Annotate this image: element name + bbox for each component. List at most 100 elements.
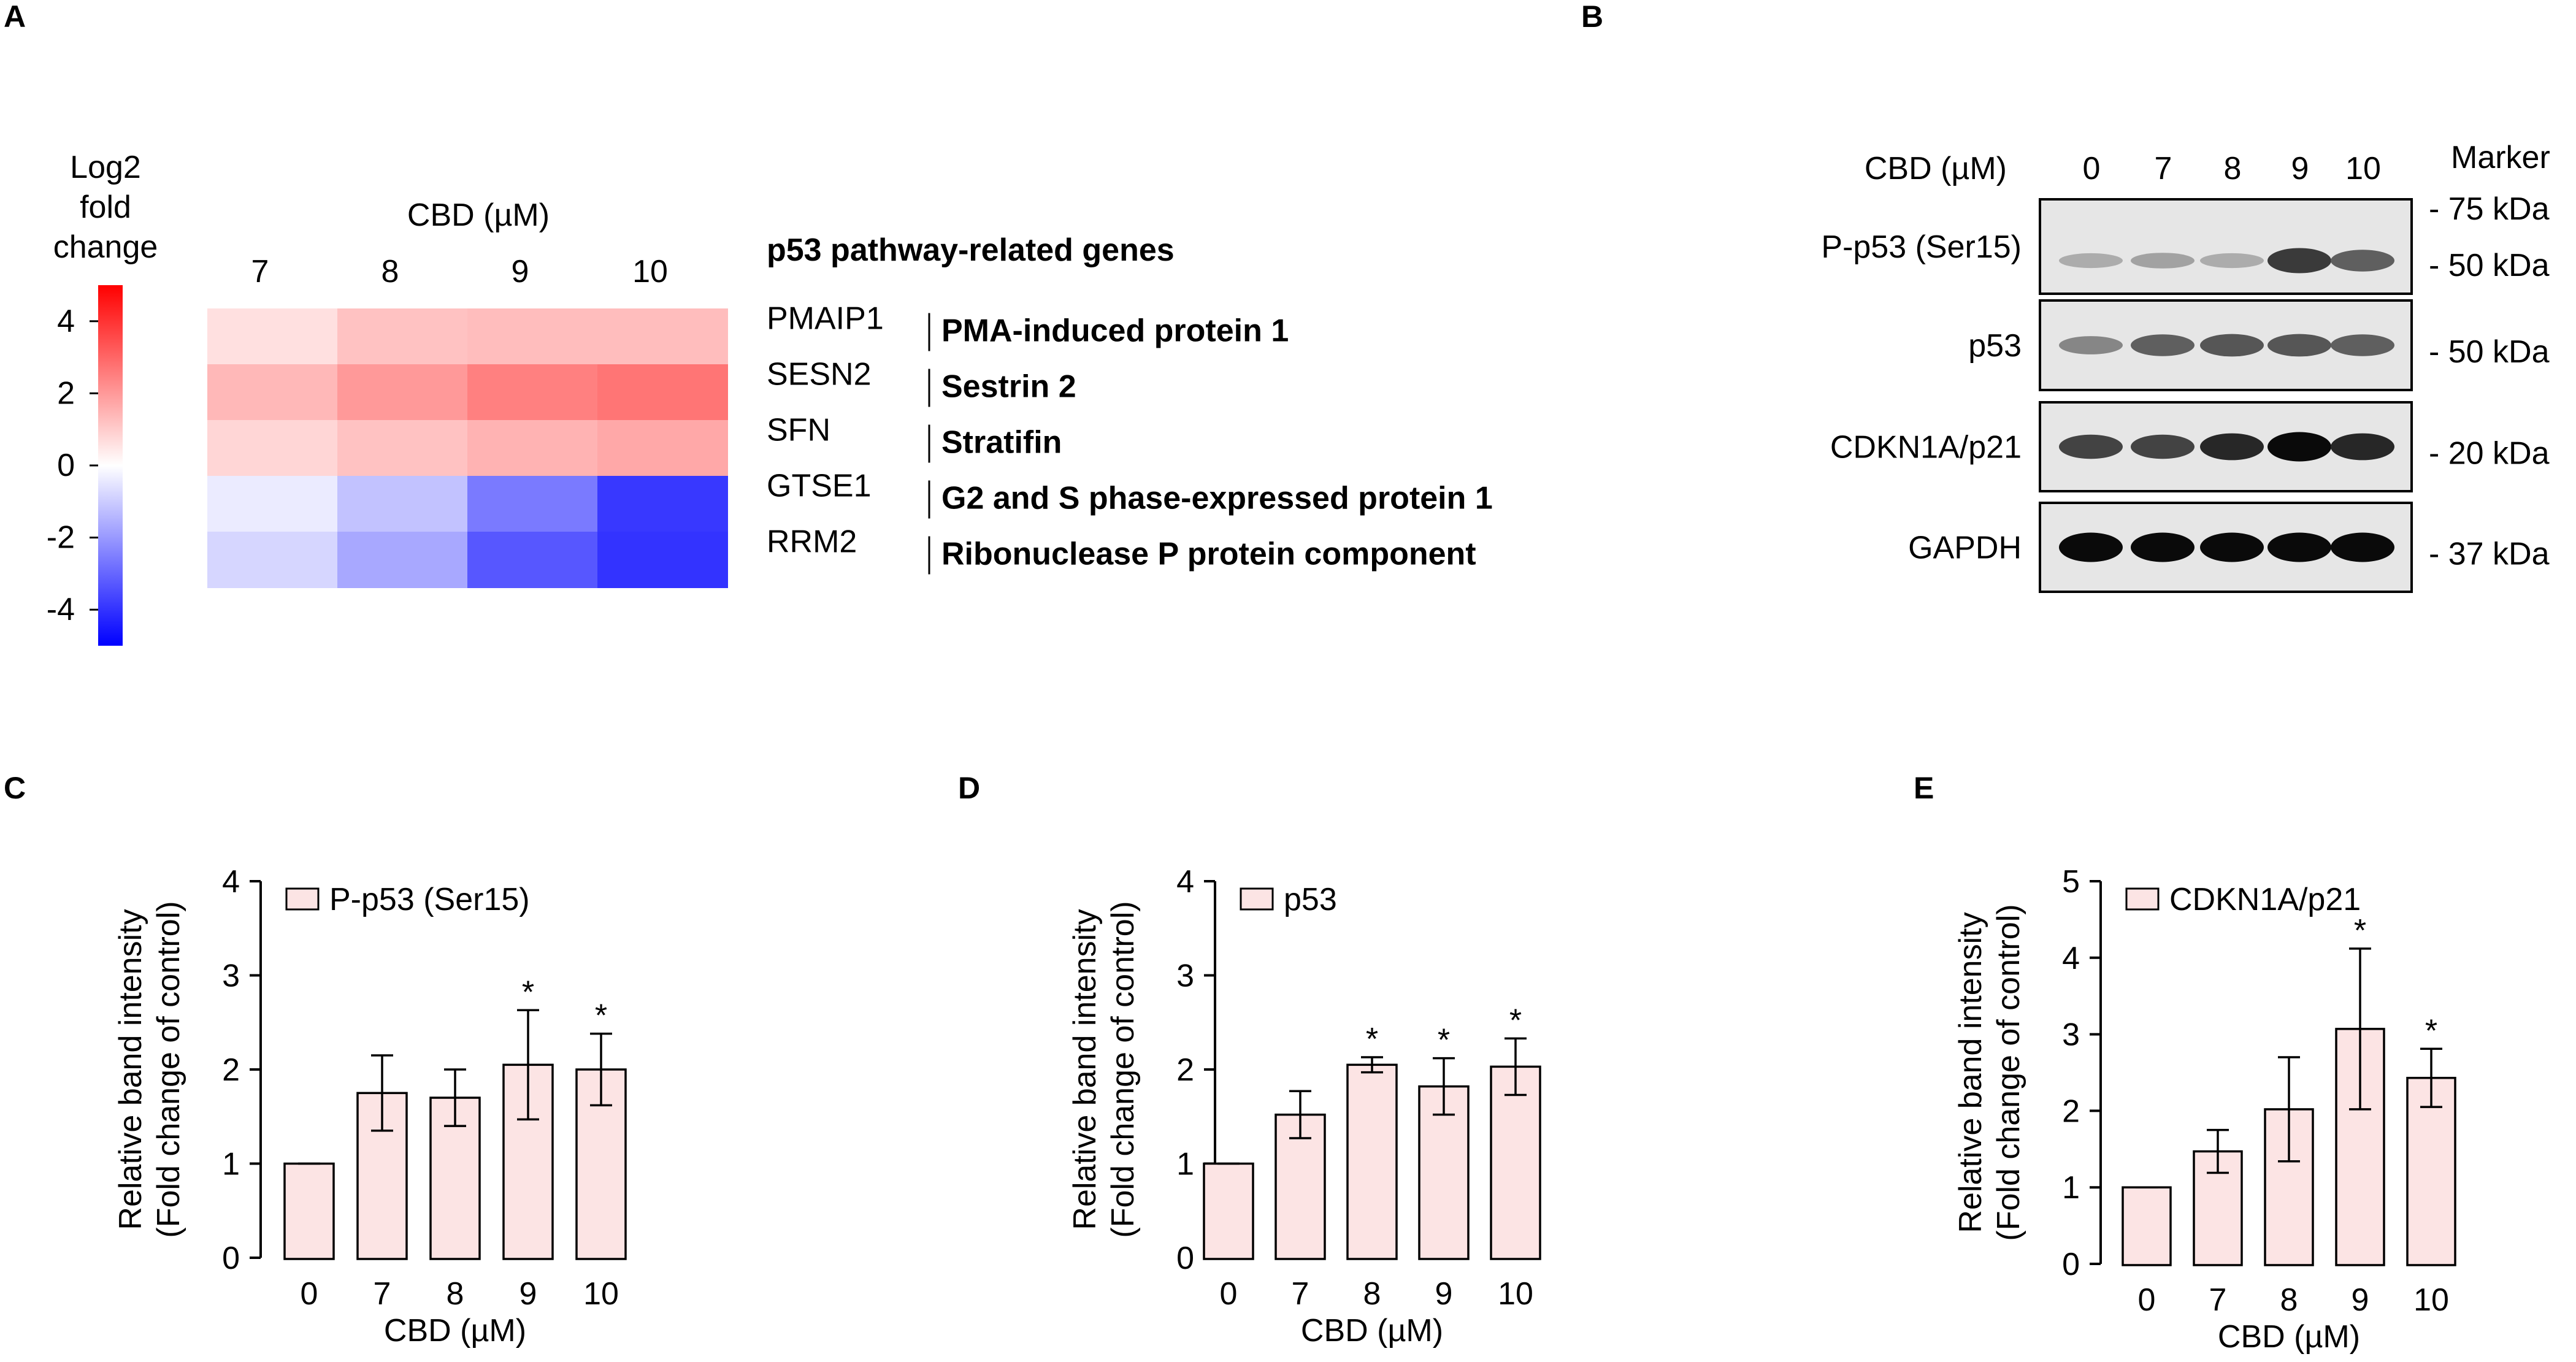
blot-band xyxy=(2331,433,2394,461)
gene-symbol: PMAIP1 xyxy=(767,301,884,337)
y-axis-label: Relative band intensity (Fold change of c… xyxy=(1067,901,1141,1238)
bar xyxy=(1490,1065,1541,1260)
y-tick-label: 0 xyxy=(222,1241,240,1276)
legend-label: CDKN1A/p21 xyxy=(2169,882,2361,917)
colorbar xyxy=(98,285,123,646)
marker-size-label: - 50 kDa xyxy=(2429,334,2550,370)
x-tick-label: 9 xyxy=(2352,1282,2369,1318)
heatmap-cell xyxy=(467,308,598,365)
blot-frame xyxy=(2039,198,2413,295)
heatmap-panel: Log2 fold change 420-2-4 CBD (µM) 7 8 9 10 … xyxy=(47,150,1493,646)
legend-swatch xyxy=(1240,887,1274,911)
x-axis-label: CBD (µM) xyxy=(1301,1313,1443,1349)
heatmap-cells xyxy=(207,308,728,588)
colorbar-ticks: 4 2 0 -2 -4 xyxy=(47,304,98,627)
marker-size-label: - 37 kDa xyxy=(2429,537,2550,572)
x-tick-label: 7 xyxy=(374,1276,391,1312)
blots: P-p53 (Ser15) - 75 kDa - 50 kDa p53 - 50 kDa… xyxy=(1821,191,2550,593)
blot-band xyxy=(2059,434,2123,459)
blot-band xyxy=(2131,334,2195,356)
blot-strip: P-p53 (Ser15) - 75 kDa - 50 kDa xyxy=(1821,191,2550,295)
heatmap-cell xyxy=(467,420,598,476)
heatmap-cell xyxy=(597,364,728,421)
gene-symbol: SESN2 xyxy=(767,357,872,392)
colorbar-tick-label: 4 xyxy=(57,304,75,339)
lane-label: 9 xyxy=(2291,151,2309,186)
legend-label: P-p53 (Ser15) xyxy=(329,882,530,917)
bar xyxy=(1203,1162,1254,1260)
y-tick-label: 0 xyxy=(1176,1241,1194,1276)
significance-marker: * xyxy=(1366,1022,1378,1057)
colorbar-title-2: fold xyxy=(80,189,131,225)
lane-label: 10 xyxy=(2345,151,2381,186)
blot-band xyxy=(2331,532,2394,562)
gene-name: Sestrin 2 xyxy=(941,369,1076,405)
gene-name: G2 and S phase-expressed protein 1 xyxy=(941,481,1493,516)
x-tick-label: 10 xyxy=(1498,1276,1533,1312)
x-tick-label: 0 xyxy=(1220,1276,1238,1312)
blot-label: p53 xyxy=(1968,328,2022,364)
bar xyxy=(2122,1186,2172,1266)
blot-band xyxy=(2131,532,2195,562)
marker-size-label: - 75 kDa xyxy=(2429,191,2550,227)
blot-strip: GAPDH - 37 kDa xyxy=(1908,502,2550,593)
heatmap-cell xyxy=(467,532,598,588)
colorbar-title-3: change xyxy=(53,229,158,265)
y-axis-label: Relative band intensity (Fold change of c… xyxy=(1953,904,2026,1241)
y-tick-label: 5 xyxy=(2062,864,2080,900)
blot-label: GAPDH xyxy=(1908,530,2022,566)
heatmap-gene-labels: PMAIP1 PMA-induced protein 1 SESN2 Sestrin … xyxy=(767,301,1493,575)
y-tick-label: 4 xyxy=(1176,864,1194,900)
y-axis-label-line-2: (Fold change of control) xyxy=(151,901,186,1238)
blot-band xyxy=(2331,250,2394,272)
bar-chart-e: Relative band intensity (Fold change of c… xyxy=(1953,864,2456,1355)
y-tick-label: 4 xyxy=(222,864,240,900)
significance-marker: * xyxy=(2354,913,2366,949)
x-tick-label: 10 xyxy=(583,1276,619,1312)
y-tick-label: 3 xyxy=(1176,958,1194,994)
genes-header: p53 pathway-related genes xyxy=(767,232,1175,268)
heatmap-title: CBD (µM) xyxy=(407,197,550,233)
heatmap-cell xyxy=(337,308,468,365)
heatmap-column-labels: 7 8 9 10 xyxy=(251,254,668,289)
x-tick-label: 9 xyxy=(519,1276,537,1312)
x-axis-label: CBD (µM) xyxy=(384,1313,526,1349)
y-axis-label: Relative band intensity (Fold change of c… xyxy=(113,901,186,1238)
bar xyxy=(575,1068,627,1260)
significance-marker: * xyxy=(1438,1023,1450,1058)
heatmap-cell xyxy=(467,364,598,421)
y-axis-label-line-1: Relative band intensity xyxy=(1953,912,1988,1233)
y-tick-label: 2 xyxy=(222,1052,240,1088)
blot-band xyxy=(2267,334,2331,357)
blot-band xyxy=(2331,334,2394,356)
blot-label: P-p53 (Ser15) xyxy=(1821,229,2022,265)
x-tick-label: 0 xyxy=(2138,1282,2156,1318)
x-tick-label: 0 xyxy=(301,1276,318,1312)
bar xyxy=(429,1096,481,1260)
gene-name: Stratifin xyxy=(941,425,1062,461)
x-tick-label: 8 xyxy=(2280,1282,2298,1318)
marker-label: Marker xyxy=(2451,140,2550,175)
blot-header-label: CBD (µM) xyxy=(1865,151,2007,186)
heatmap-cell xyxy=(207,364,338,421)
marker-size-label: - 50 kDa xyxy=(2429,248,2550,283)
blot-lane-labels: 0 7 8 9 10 xyxy=(2083,151,2381,186)
y-tick-label: 0 xyxy=(2062,1247,2080,1282)
colorbar-tick-label: 2 xyxy=(57,375,75,411)
y-axis-label-line-1: Relative band intensity xyxy=(113,909,148,1230)
gene-symbol: RRM2 xyxy=(767,524,857,560)
x-tick-label: 8 xyxy=(1363,1276,1381,1312)
x-tick-label: 10 xyxy=(2413,1282,2449,1318)
x-axis-label: CBD (µM) xyxy=(2218,1319,2360,1355)
legend-label: p53 xyxy=(1284,882,1337,917)
y-axis-label-line-1: Relative band intensity xyxy=(1067,909,1103,1230)
heatmap-cell xyxy=(597,420,728,476)
y-tick-label: 3 xyxy=(2062,1017,2080,1053)
blot-band xyxy=(2131,253,2195,269)
heatmap-cell xyxy=(597,476,728,532)
blot-band xyxy=(2200,334,2264,357)
x-tick-label: 9 xyxy=(1435,1276,1453,1312)
significance-marker: * xyxy=(522,974,534,1010)
gene-symbol: GTSE1 xyxy=(767,469,872,504)
gene-symbol: SFN xyxy=(767,413,830,448)
